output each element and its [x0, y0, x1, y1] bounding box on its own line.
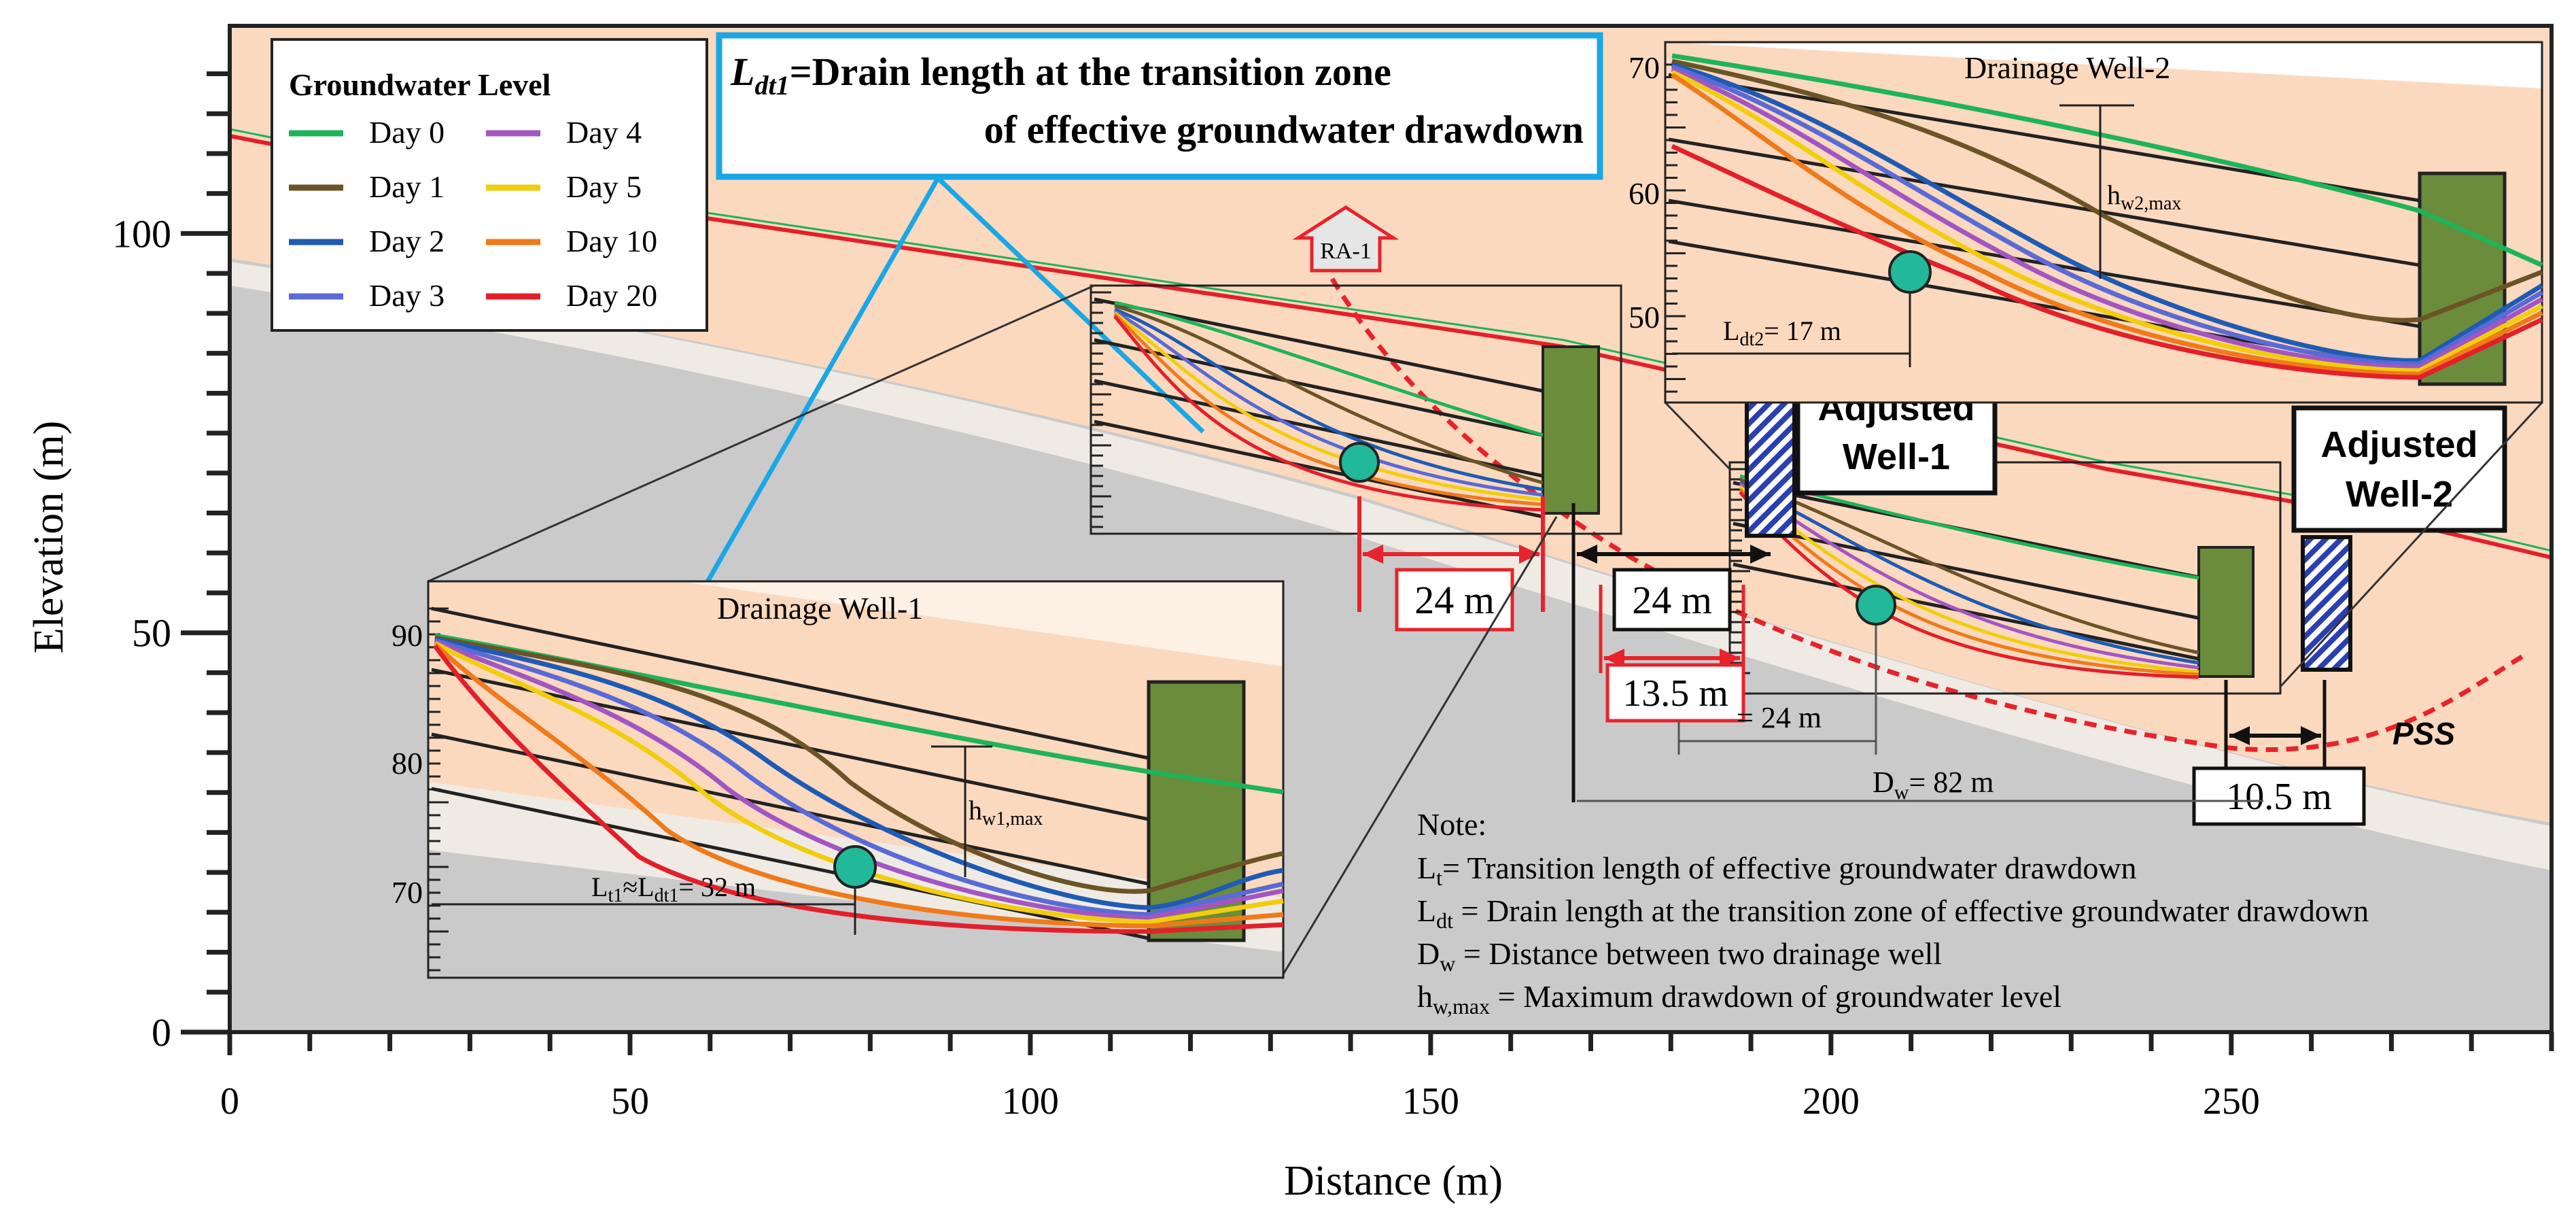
inset1-marker: [833, 845, 877, 889]
x-axis-label: Distance (m): [1284, 1158, 1503, 1204]
connector-1a: [428, 284, 1095, 583]
legend-item-label: Day 1: [369, 169, 445, 204]
callout-line1: Ldt1=Drain length at the transition zone: [730, 50, 1391, 101]
svg-text:Adjusted: Adjusted: [2320, 424, 2477, 465]
legend-item-label: Day 0: [369, 115, 445, 150]
middle-inset-marker: [1339, 442, 1380, 483]
callout-box: [716, 32, 1603, 180]
y-axis-label: Elevation (m): [26, 421, 72, 654]
note-item: hw,max = Maximum drawdown of groundwater…: [1417, 979, 2061, 1019]
pss-slip-surface: [1329, 277, 2530, 753]
lt1-label: Lt1≈Ldt1= 32 m: [591, 872, 756, 906]
inset2-ytick-60: 60: [1629, 176, 1660, 211]
svg-text:Well-2: Well-2: [2346, 474, 2453, 515]
hw1-label: hw1,max: [969, 795, 1043, 829]
callout-line2: of effective groundwater drawdown: [984, 107, 1584, 152]
note-item: Ldt = Drain length at the transition zon…: [1417, 893, 2369, 933]
inset1-frame: [427, 580, 1285, 979]
ra1-marker: RA-1: [1292, 205, 1399, 273]
dw-label: Dw= 82 m: [1873, 766, 1994, 804]
inset-drainage-well-1: 90 80 70 Drainage Well-1 hw1,max Lt1≈Ldt…: [391, 580, 1285, 979]
legend-item-label: Day 4: [566, 115, 642, 150]
label-24m-black: [1612, 568, 1732, 632]
plot-frame: [228, 24, 2554, 1034]
drainage-well-1-small: [1542, 345, 1600, 515]
legend-item-label: Day 2: [369, 224, 445, 258]
label-24m-red: [1395, 568, 1514, 632]
label-10-5m: [2192, 766, 2366, 826]
ra1-arrow: [1292, 205, 1399, 273]
ldt1-callout: Ldt1=Drain length at the transition zone…: [521, 32, 1603, 906]
middle-inset: [1090, 284, 1622, 535]
x-tick-label: 0: [220, 1080, 239, 1123]
legend-item-label: Day 20: [566, 278, 657, 313]
legend-title: Groundwater Level: [289, 67, 551, 102]
connector-2a: [1664, 401, 1731, 470]
svg-text:Well-1: Well-1: [1843, 437, 1950, 477]
legend-item-label: Day 5: [566, 169, 642, 204]
hw2-label: hw2,max: [2107, 179, 2181, 214]
callout-pointer-2: [936, 176, 1205, 434]
inset-drainage-well-2: 70 60 50 Drainage Well-2 hw2,max Ldt2= 1…: [1629, 41, 2543, 404]
dimension-markers: 24 m 24 m 13.5 m 10.5 m PSS = 24 m Dw= 8…: [1357, 496, 2455, 826]
note-item: Lt= Transition length of effective groun…: [1417, 851, 2137, 890]
x-tick-label: 250: [2203, 1080, 2260, 1123]
lt-partial-label: = 24 m: [1737, 701, 1822, 734]
svg-text:10.5 m: 10.5 m: [2226, 776, 2332, 818]
svg-text:24 m: 24 m: [1414, 578, 1495, 622]
y-tick-label: 0: [152, 1010, 171, 1055]
inset1-ytick-80: 80: [391, 746, 423, 781]
legend-item-label: Day 10: [566, 224, 657, 258]
right-middle-inset-marker: [1856, 585, 1896, 626]
drainage-well-2-small: [2197, 546, 2255, 678]
label-13-5m: [1605, 663, 1745, 723]
inset1-ytick-70: 70: [391, 875, 423, 910]
pss-label: PSS: [2392, 716, 2455, 751]
inset1-ytick-90: 90: [391, 618, 423, 653]
inset1-title: Drainage Well-1: [717, 591, 923, 626]
y-axis-ticks: 0 50 100: [112, 71, 230, 1055]
ra1-label: RA-1: [1320, 239, 1372, 264]
inset2-marker: [1888, 250, 1932, 294]
x-axis-ticks: 0 50 100 150 200 250: [220, 1032, 2554, 1123]
right-middle-inset: [1728, 461, 2282, 695]
inset2-ytick-50: 50: [1629, 300, 1660, 335]
svg-text:13.5 m: 13.5 m: [1622, 672, 1728, 715]
adjusted-well-2-label: Adjusted Well-2: [2291, 405, 2507, 533]
inset2-ytick-70: 70: [1629, 50, 1660, 85]
notes: Note: Lt= Transition length of effective…: [1417, 807, 2369, 1019]
inset2-frame: [1664, 41, 2543, 404]
pale-layer: [230, 262, 2552, 870]
middle-inset-frame: [1090, 284, 1622, 535]
notes-title: Note:: [1417, 807, 1486, 842]
legend: Groundwater Level Day 0 Day 1 Day 2 Day 3 Da…: [271, 38, 708, 332]
ldt2-label: Ldt2= 17 m: [1723, 315, 1841, 350]
inset2-title: Drainage Well-2: [1964, 50, 2170, 85]
svg-text:24 m: 24 m: [1632, 578, 1712, 622]
y-tick-label: 100: [112, 211, 171, 256]
connector-2b: [2279, 401, 2543, 688]
middle-inset-ticks: [1091, 291, 1111, 528]
note-item: Dw = Distance between two drainage well: [1417, 936, 1942, 976]
x-tick-label: 100: [1002, 1080, 1059, 1123]
x-tick-label: 200: [1803, 1080, 1860, 1123]
x-tick-label: 150: [1402, 1080, 1459, 1123]
connector-1b: [1280, 516, 1558, 978]
legend-item-label: Day 3: [369, 278, 445, 313]
adjusted-well-2: [2301, 535, 2352, 672]
x-tick-label: 50: [611, 1080, 649, 1123]
inset2-y-ticks: [1665, 63, 1686, 393]
y-tick-label: 50: [132, 611, 171, 655]
